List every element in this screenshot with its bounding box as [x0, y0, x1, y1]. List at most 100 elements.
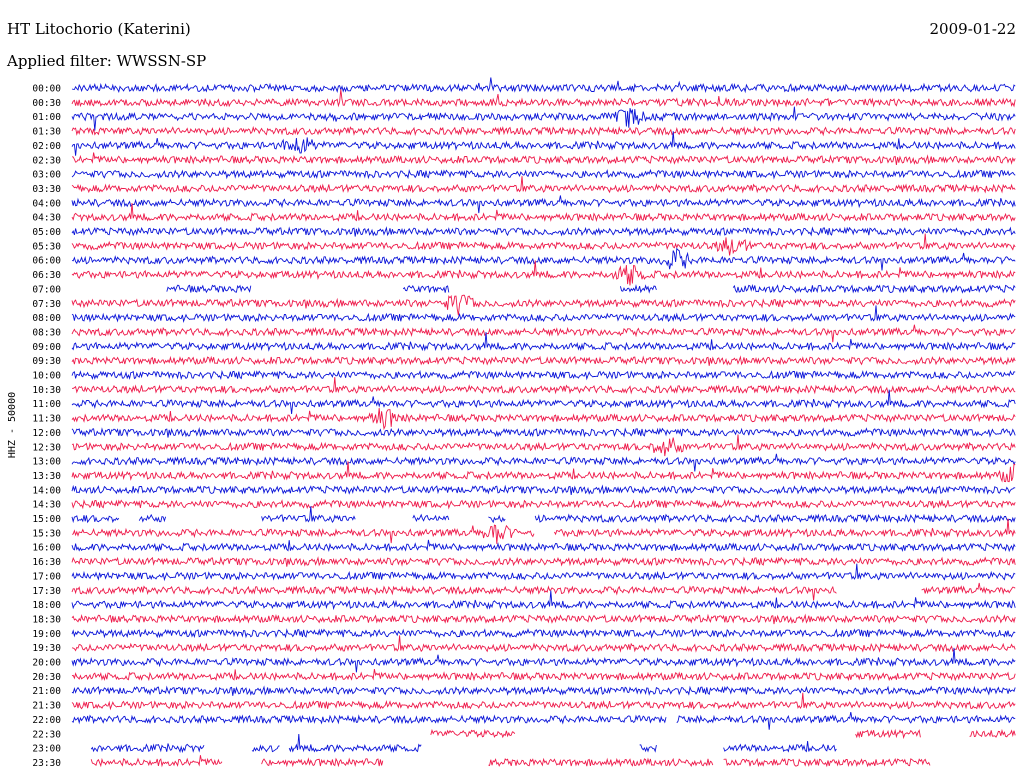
trace-1700 — [71, 563, 1016, 582]
time-tick-label: 00:00 — [32, 84, 61, 95]
time-tick-label: 07:00 — [32, 284, 61, 295]
trace-0300 — [71, 168, 1016, 180]
trace-0700 — [166, 283, 1016, 294]
date-label: 2009-01-22 — [929, 20, 1016, 38]
y-axis-label: HHZ - 50000 — [7, 392, 18, 458]
trace-0530 — [71, 233, 1016, 256]
time-tick-label: 12:30 — [32, 442, 61, 453]
trace-2200 — [71, 712, 1016, 730]
trace-0130 — [71, 125, 1016, 137]
time-tick-label: 21:30 — [32, 701, 61, 712]
time-tick-label: 22:00 — [32, 715, 61, 726]
trace-0430 — [71, 202, 1016, 223]
trace-1730 — [71, 582, 1016, 601]
trace-1600 — [71, 539, 1016, 553]
station-title: HT Litochorio (Katerini) — [7, 20, 191, 38]
trace-1800 — [71, 590, 1016, 611]
time-tick-label: 14:00 — [32, 485, 61, 496]
time-tick-label: 05:00 — [32, 227, 61, 238]
trace-1200 — [71, 427, 1016, 438]
time-tick-label: 22:30 — [32, 729, 61, 740]
time-tick-label: 12:00 — [32, 428, 61, 439]
time-tick-label: 01:00 — [32, 112, 61, 123]
time-tick-label: 00:30 — [32, 98, 61, 109]
time-tick-label: 06:30 — [32, 270, 61, 281]
trace-0800 — [71, 305, 1016, 323]
time-tick-label: 15:30 — [32, 528, 61, 539]
time-tick-label: 03:00 — [32, 170, 61, 181]
time-tick-label: 09:30 — [32, 356, 61, 367]
trace-0630 — [71, 260, 1016, 286]
time-tick-label: 16:30 — [32, 557, 61, 568]
time-tick-label: 21:00 — [32, 686, 61, 697]
time-tick-label: 04:00 — [32, 198, 61, 209]
trace-0200 — [71, 131, 1016, 156]
time-tick-label: 19:00 — [32, 629, 61, 640]
time-tick-labels: 00:00 00:30 01:00 01:30 02:00 02:30 03:00 03:30… — [32, 84, 61, 769]
trace-1530 — [71, 518, 1016, 544]
trace-0230 — [71, 152, 1016, 165]
filter-label: Applied filter: WWSSN-SP — [7, 52, 207, 70]
trace-1630 — [71, 556, 1016, 567]
time-tick-label: 16:00 — [32, 543, 61, 554]
trace-2300 — [90, 733, 837, 754]
time-tick-label: 10:00 — [32, 371, 61, 382]
trace-1330 — [71, 461, 1016, 483]
trace-1430 — [71, 499, 1016, 510]
trace-2130 — [71, 692, 1016, 711]
trace-0400 — [71, 195, 1016, 214]
time-tick-label: 20:00 — [32, 658, 61, 669]
time-tick-label: 17:00 — [32, 571, 61, 582]
trace-2330 — [90, 755, 931, 768]
trace-0900 — [71, 332, 1016, 352]
time-tick-label: 13:30 — [32, 471, 61, 482]
time-tick-label: 01:30 — [32, 127, 61, 138]
seismic-traces — [71, 77, 1016, 768]
time-tick-label: 20:30 — [32, 672, 61, 683]
time-tick-label: 04:30 — [32, 213, 61, 224]
trace-0600 — [71, 247, 1016, 271]
time-tick-label: 15:00 — [32, 514, 61, 525]
time-tick-label: 07:30 — [32, 299, 61, 310]
time-tick-label: 03:30 — [32, 184, 61, 195]
time-tick-label: 19:30 — [32, 643, 61, 654]
trace-2000 — [71, 647, 1016, 673]
time-tick-label: 11:00 — [32, 399, 61, 410]
trace-1500 — [71, 506, 1016, 524]
time-tick-label: 06:00 — [32, 256, 61, 267]
trace-2230 — [430, 728, 1016, 740]
time-tick-label: 11:30 — [32, 414, 61, 425]
time-tick-label: 18:30 — [32, 614, 61, 625]
trace-0730 — [71, 294, 1016, 316]
trace-0030 — [71, 89, 1016, 108]
time-tick-label: 10:30 — [32, 385, 61, 396]
trace-2100 — [71, 685, 1016, 696]
trace-1100 — [71, 389, 1016, 415]
trace-1830 — [71, 613, 1016, 625]
trace-1900 — [71, 628, 1016, 639]
time-tick-label: 08:00 — [32, 313, 61, 324]
time-tick-label: 09:00 — [32, 342, 61, 353]
trace-0500 — [71, 226, 1016, 237]
time-tick-label: 23:00 — [32, 744, 61, 755]
trace-0930 — [71, 355, 1016, 366]
time-tick-label: 05:30 — [32, 241, 61, 252]
trace-1000 — [71, 369, 1016, 381]
time-tick-label: 18:00 — [32, 600, 61, 611]
trace-1300 — [71, 453, 1016, 472]
trace-0830 — [71, 324, 1016, 343]
time-tick-label: 23:30 — [32, 758, 61, 769]
trace-2030 — [71, 669, 1016, 682]
time-tick-label: 14:30 — [32, 500, 61, 511]
trace-1130 — [71, 408, 1016, 431]
trace-1930 — [71, 635, 1016, 653]
trace-0330 — [71, 176, 1016, 194]
time-tick-label: 02:30 — [32, 155, 61, 166]
trace-0000 — [71, 77, 1016, 94]
trace-1400 — [71, 484, 1016, 495]
time-tick-label: 17:30 — [32, 586, 61, 597]
time-tick-label: 02:00 — [32, 141, 61, 152]
trace-0100 — [71, 106, 1016, 131]
time-tick-label: 13:00 — [32, 457, 61, 468]
